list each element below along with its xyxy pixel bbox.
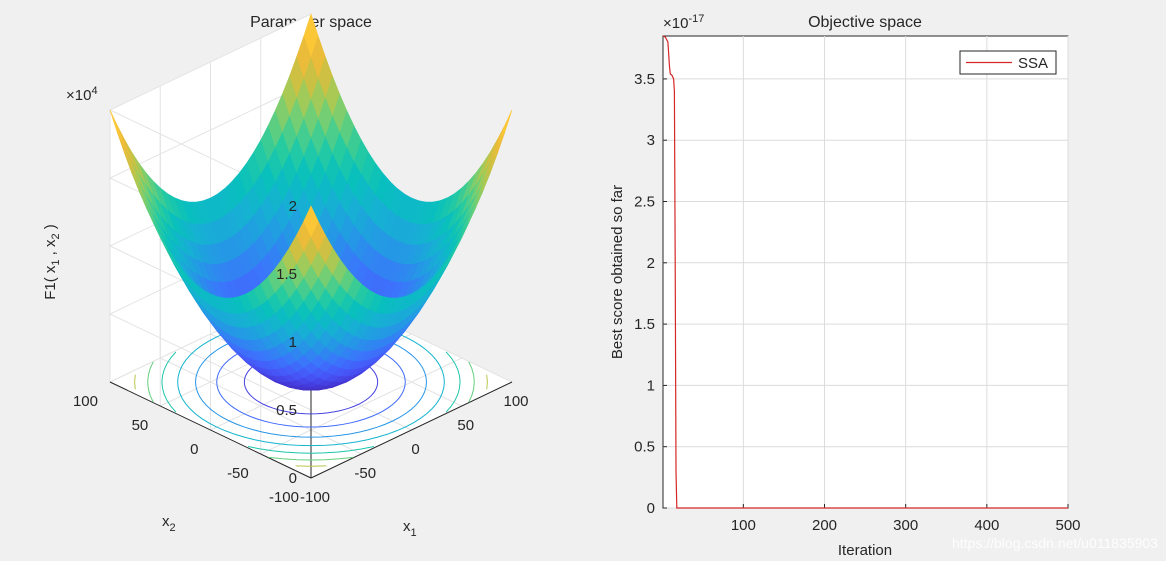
- z-axis-label: F1( x1 , x2 ): [42, 224, 62, 300]
- surface-plot: Parameter space ×104 00.511.52-100-50050…: [42, 13, 529, 539]
- x1-tick-label: 100: [503, 393, 528, 410]
- x2-axis-label: x2: [162, 513, 176, 534]
- z-tick-label: 1.5: [276, 266, 297, 283]
- x2-tick-label: 50: [132, 417, 149, 434]
- y-exponent-label: ×10-17: [663, 13, 704, 32]
- x-tick-label: 200: [812, 517, 837, 534]
- z-tick-label: 1: [289, 334, 297, 351]
- x2-tick-label: -50: [227, 465, 249, 482]
- y-tick-label: 1: [647, 377, 655, 394]
- y-tick-label: 2: [647, 255, 655, 272]
- x2-tick-label: 100: [73, 393, 98, 410]
- x-axis-label: Iteration: [838, 542, 892, 559]
- z-tick-label: 0.5: [276, 402, 297, 419]
- x1-tick-label: -100: [300, 489, 330, 506]
- x1-tick-label: 0: [411, 441, 419, 458]
- z-exponent-label: ×104: [66, 85, 98, 104]
- series-line-ssa: [662, 35, 1068, 509]
- y-tick-label: 1.5: [634, 316, 655, 333]
- x1-axis-label: x1: [403, 518, 417, 539]
- y-tick-label: 0: [647, 500, 655, 517]
- line-gridlines: [663, 36, 1069, 509]
- y-tick-label: 3: [647, 132, 655, 149]
- x-tick-label: 100: [731, 517, 756, 534]
- x-tick-label: 400: [974, 517, 999, 534]
- x1-tick-label: -50: [354, 465, 376, 482]
- watermark: https://blog.csdn.net/u011835903: [952, 535, 1158, 551]
- z-tick-label: 0: [289, 470, 297, 487]
- y-tick-label: 0.5: [634, 439, 655, 456]
- surface-mesh: [109, 13, 513, 391]
- x2-tick-label: -100: [269, 489, 299, 506]
- y-axis-label: Best score obtained so far: [609, 185, 626, 359]
- objective-title: Objective space: [808, 14, 922, 31]
- x2-tick-label: 0: [190, 441, 198, 458]
- legend-entry-ssa: SSA: [1018, 55, 1048, 72]
- x-tick-label: 300: [893, 517, 918, 534]
- legend: SSA: [959, 50, 1057, 75]
- x-tick-label: 500: [1055, 517, 1080, 534]
- y-tick-label: 3.5: [634, 71, 655, 88]
- axes-box: [662, 35, 1069, 509]
- z-tick-label: 2: [289, 198, 297, 215]
- x1-tick-label: 50: [457, 417, 474, 434]
- convergence-plot: 100 200 300 400 500 0 0.5 1 1.5 2 2.5 3 3.5 Objectiv…: [609, 13, 1081, 559]
- line-tick-labels: 100 200 300 400 500 0 0.5 1 1.5 2 2.5 3 3.5: [634, 71, 1080, 534]
- surface-tick-labels: 0 0.5 1 1.5 2 -100 -50 0 50 100 -100 -50 0 50 100: [73, 198, 529, 506]
- y-tick-label: 2.5: [634, 194, 655, 211]
